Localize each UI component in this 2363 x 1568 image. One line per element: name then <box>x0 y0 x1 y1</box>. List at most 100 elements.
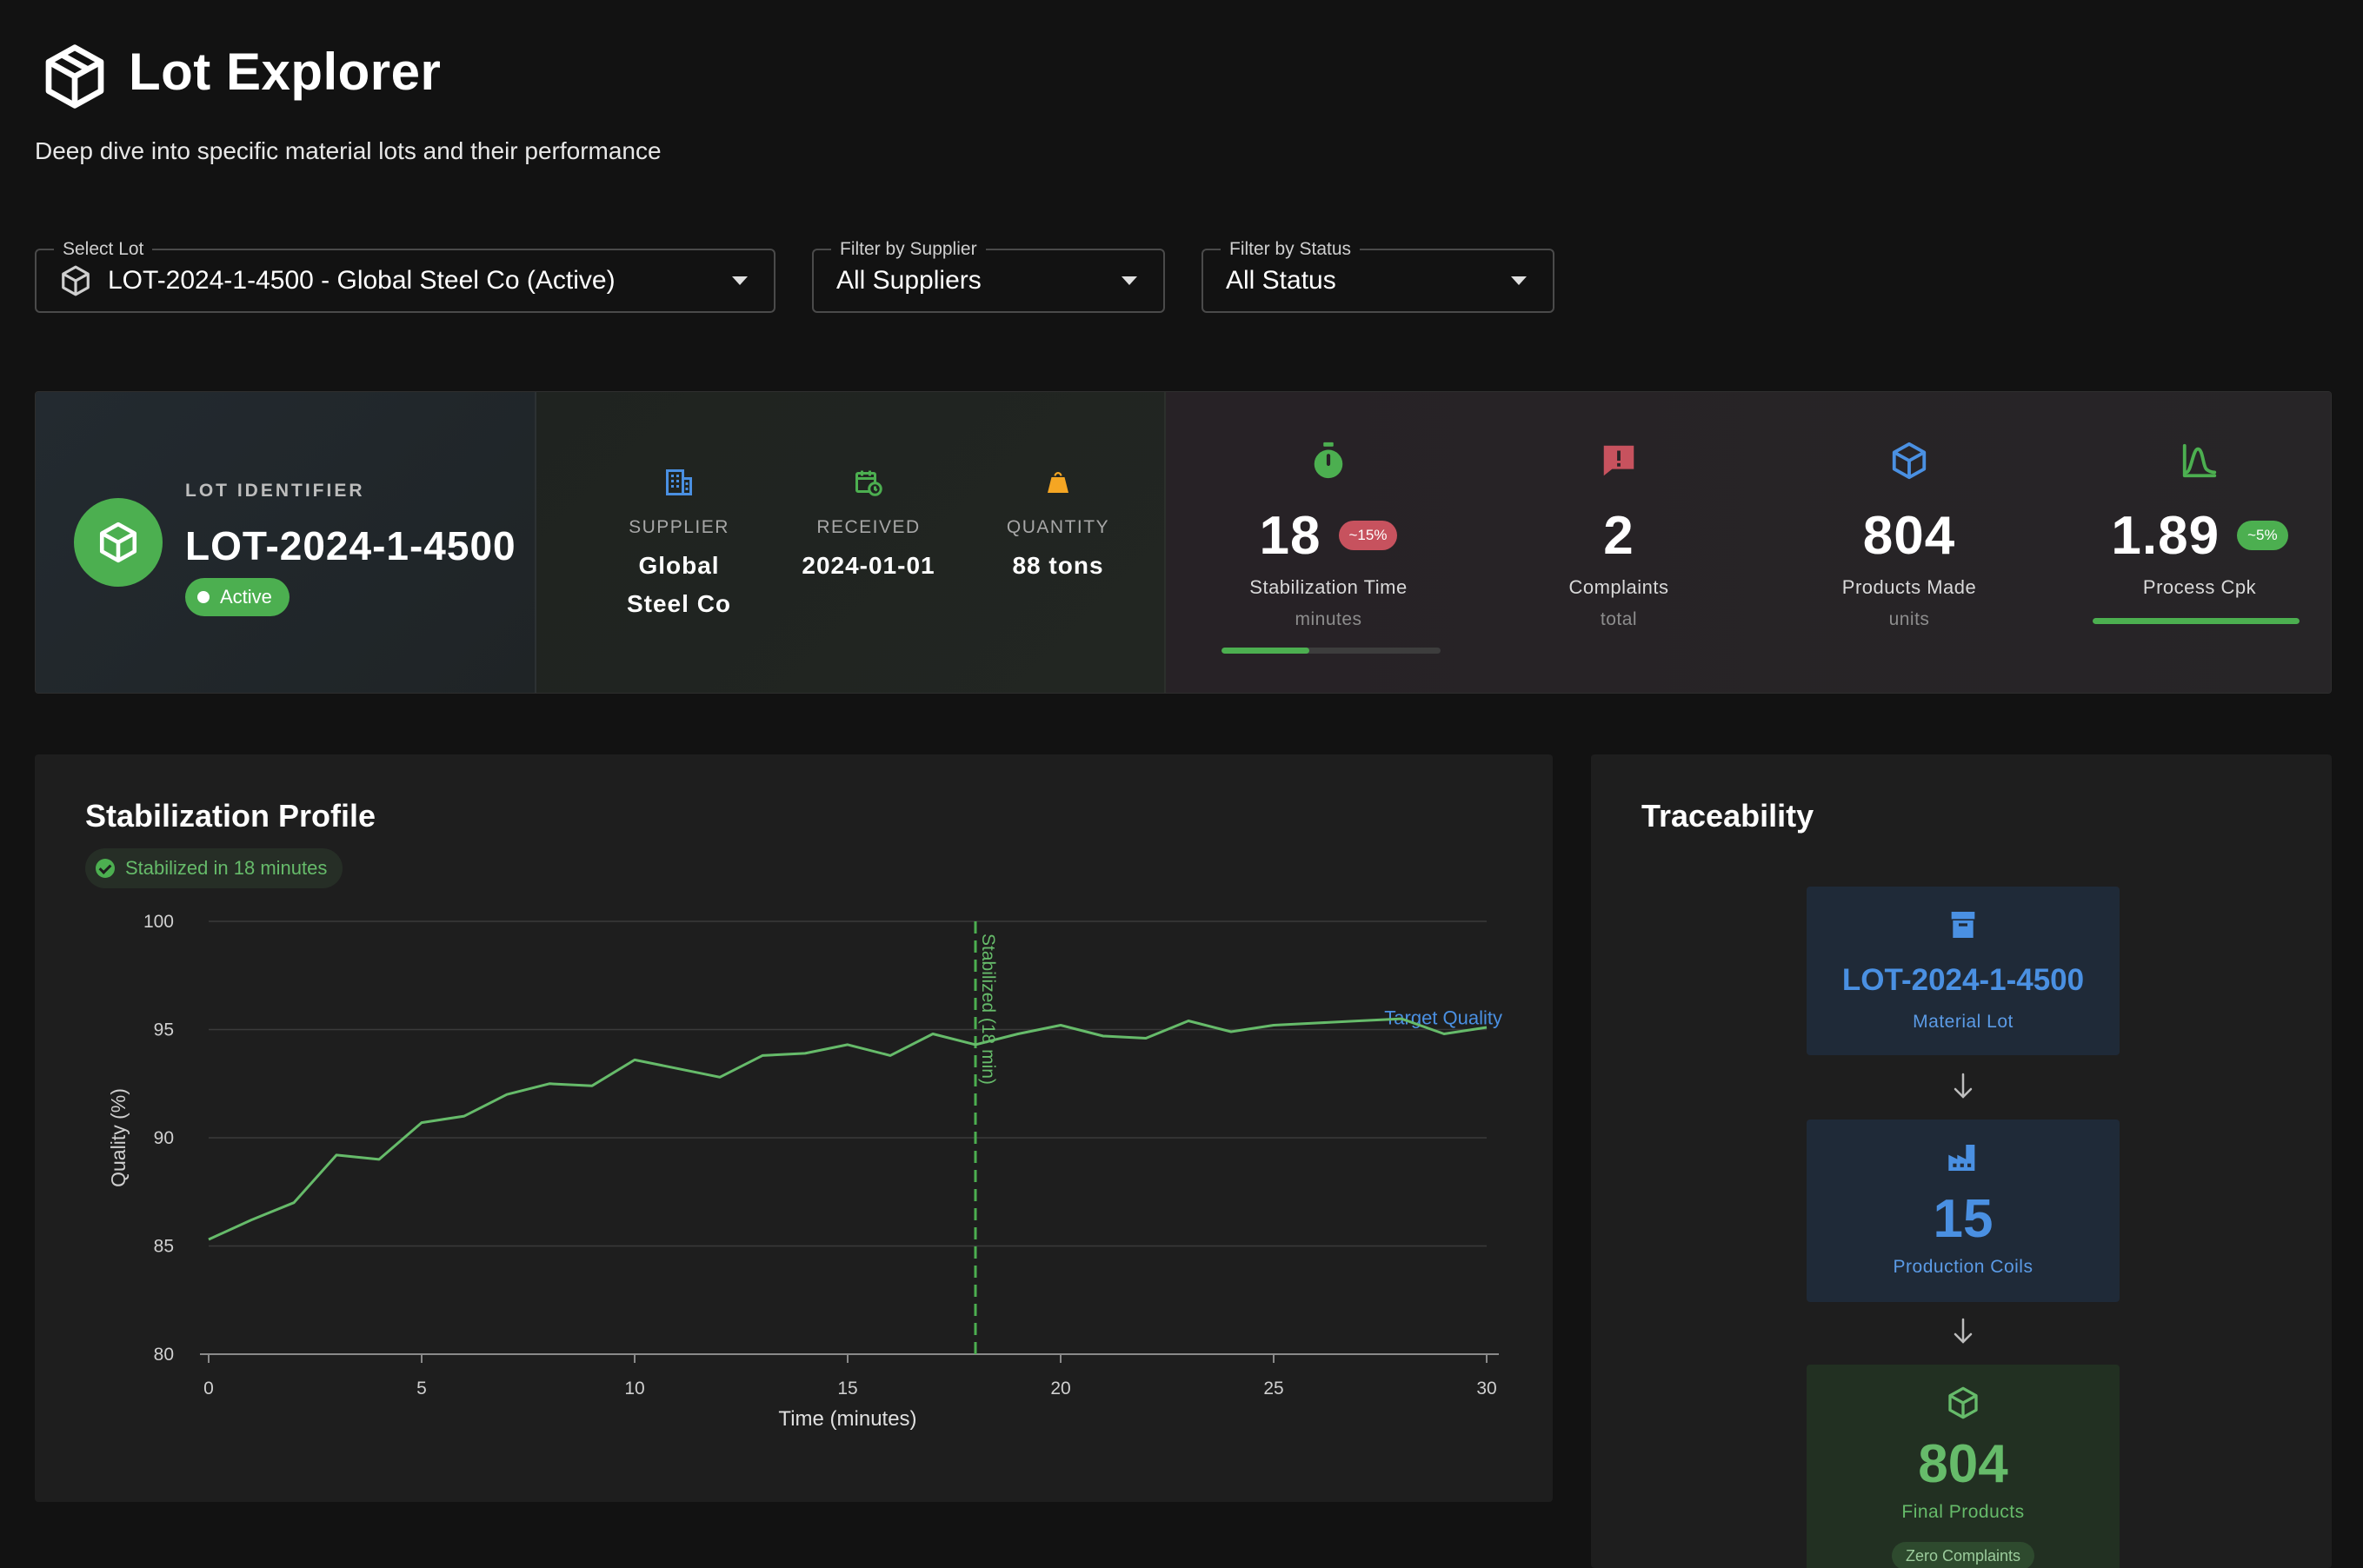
trace-node-value: 15 <box>1933 1189 1994 1249</box>
y-axis-label: Quality (%) <box>107 1088 130 1187</box>
metric-label: Products Made <box>1841 576 1977 598</box>
package-cube-icon <box>45 44 104 109</box>
status-badge: Active <box>185 578 290 616</box>
supplier-info: SUPPLIER Global Steel Co <box>592 467 766 623</box>
supplier-label: SUPPLIER <box>629 517 729 537</box>
cube-icon <box>62 265 90 296</box>
metric-value: 1.89 <box>2111 505 2220 566</box>
lot-summary-card: LOT IDENTIFIER LOT-2024-1-4500 Active SU… <box>35 391 2332 694</box>
chart-title: Stabilization Profile <box>85 798 376 834</box>
metric-unit: total <box>1600 609 1638 629</box>
weight-icon <box>1048 472 1068 493</box>
trace-node-production-coils[interactable]: 15 Production Coils <box>1807 1120 2120 1302</box>
y-tick-label: 90 <box>154 1128 174 1148</box>
status-select-label: Filter by Status <box>1221 238 1361 261</box>
cube-icon <box>99 522 137 563</box>
stabilized-badge-label: Stabilized in 18 minutes <box>125 857 328 879</box>
check-circle-icon <box>96 859 115 878</box>
calendar-clock-icon <box>855 470 882 496</box>
lot-select-value: LOT-2024-1-4500 - Global Steel Co (Activ… <box>108 266 616 295</box>
stabilization-chart-panel: Stabilization Profile Stabilized in 18 m… <box>35 754 1553 1502</box>
y-tick-label: 95 <box>154 1020 174 1040</box>
stabilization-progress-bar <box>1221 648 1441 654</box>
x-tick-label: 5 <box>416 1379 427 1399</box>
lot-select-label: Select Lot <box>54 238 153 261</box>
supplier-select[interactable]: Filter by Supplier All Suppliers <box>812 238 1165 313</box>
metric-complaints: 2 Complaints total <box>1488 441 1749 630</box>
x-tick-label: 10 <box>624 1379 644 1399</box>
traceability-panel: Traceability LOT-2024-1-4500 Material Lo… <box>1591 754 2332 1568</box>
y-tick-label: 80 <box>154 1345 174 1365</box>
trend-chip: ~15% <box>1338 521 1398 550</box>
trace-node-label: Final Products <box>1901 1502 2025 1522</box>
zero-complaints-chip: Zero Complaints <box>1891 1542 2035 1568</box>
cpk-progress-bar <box>2093 618 2300 624</box>
metric-value: 2 <box>1603 505 1634 566</box>
cube-icon <box>1892 442 1927 480</box>
x-tick-label: 20 <box>1050 1379 1070 1399</box>
x-tick-label: 15 <box>837 1379 857 1399</box>
quality-series-line <box>208 1017 1488 1241</box>
target-quality-label: Target Quality <box>1384 1007 1502 1029</box>
quantity-value: 88 tons <box>1012 552 1104 579</box>
metric-label: Complaints <box>1568 576 1669 598</box>
x-tick-label: 25 <box>1263 1379 1283 1399</box>
factory-icon <box>1948 1145 1975 1171</box>
trace-node-material-lot[interactable]: LOT-2024-1-4500 Material Lot <box>1807 887 2120 1055</box>
status-select[interactable]: Filter by Status All Status <box>1201 238 1554 313</box>
metric-value: 804 <box>1862 505 1956 566</box>
x-axis-label: Time (minutes) <box>778 1407 916 1431</box>
arrow-down-icon <box>1954 1318 1973 1344</box>
trace-node-value: LOT-2024-1-4500 <box>1841 963 2085 997</box>
inventory-box-icon <box>1951 912 1975 938</box>
received-info: RECEIVED 2024-01-01 <box>782 467 955 585</box>
building-icon <box>666 469 692 495</box>
trace-node-value: 804 <box>1918 1434 2008 1494</box>
lot-info-section: SUPPLIER Global Steel Co RECEIVED 2024-0… <box>536 392 1166 693</box>
quantity-info: QUANTITY 88 tons <box>971 467 1145 585</box>
arrow-down-icon <box>1954 1073 1973 1099</box>
metric-label: Stabilization Time <box>1249 576 1408 598</box>
cube-icon <box>1948 1386 1978 1419</box>
x-tick-label: 30 <box>1476 1379 1496 1399</box>
metric-label: Process Cpk <box>2142 576 2257 598</box>
y-tick-label: 100 <box>143 912 174 932</box>
metric-value: 18 <box>1259 505 1321 566</box>
metric-unit: units <box>1888 609 1930 629</box>
trace-node-final-products[interactable]: 804 Final Products Zero Complaints <box>1807 1365 2120 1568</box>
alert-feedback-icon <box>1603 445 1634 476</box>
trace-node-label: Material Lot <box>1913 1012 2014 1032</box>
trend-chip: ~5% <box>2237 521 2288 550</box>
chevron-down-icon <box>732 276 748 285</box>
lot-select[interactable]: Select Lot LOT-2024-1-4500 - Global Stee… <box>35 238 775 313</box>
x-tick-label: 0 <box>203 1379 214 1399</box>
metric-products-made: 804 Products Made units <box>1779 441 2040 630</box>
cpk-progress-fill <box>2093 618 2300 624</box>
supplier-select-label: Filter by Supplier <box>831 238 986 261</box>
trace-node-label: Production Coils <box>1893 1257 2034 1277</box>
quantity-label: QUANTITY <box>1006 517 1110 537</box>
supplier-select-value: All Suppliers <box>836 266 982 295</box>
lot-identifier-value: LOT-2024-1-4500 <box>185 523 516 568</box>
lot-avatar <box>74 498 163 587</box>
stabilized-badge: Stabilized in 18 minutes <box>85 848 343 888</box>
supplier-value-line2: Steel Co <box>626 590 732 617</box>
lot-identifier-section: LOT IDENTIFIER LOT-2024-1-4500 Active <box>36 392 536 693</box>
stabilized-marker-label: Stabilized (18 min) <box>978 933 998 1085</box>
bell-curve-icon <box>2182 443 2217 478</box>
status-dot <box>197 591 210 603</box>
metric-process-cpk: 1.89 ~5% Process Cpk <box>2069 441 2330 599</box>
chevron-down-icon <box>1511 276 1527 285</box>
supplier-value-line1: Global <box>638 552 720 579</box>
lot-identifier-label: LOT IDENTIFIER <box>185 481 365 501</box>
traceability-title: Traceability <box>1641 798 1814 834</box>
page-subtitle: Deep dive into specific material lots an… <box>35 137 662 164</box>
received-label: RECEIVED <box>816 517 921 537</box>
chevron-down-icon <box>1122 276 1137 285</box>
metric-unit: minutes <box>1295 609 1362 629</box>
status-badge-label: Active <box>220 586 272 608</box>
metric-stabilization-time: 18 ~15% Stabilization Time minutes <box>1198 441 1459 630</box>
stabilization-line-chart: 80 85 90 95 100 0 5 10 15 20 25 30 Time (minutes) Qua… <box>107 912 1502 1431</box>
lot-metrics-section: 18 ~15% Stabilization Time minutes 2 Com… <box>1166 392 2331 693</box>
page-title: Lot Explorer <box>129 43 442 101</box>
